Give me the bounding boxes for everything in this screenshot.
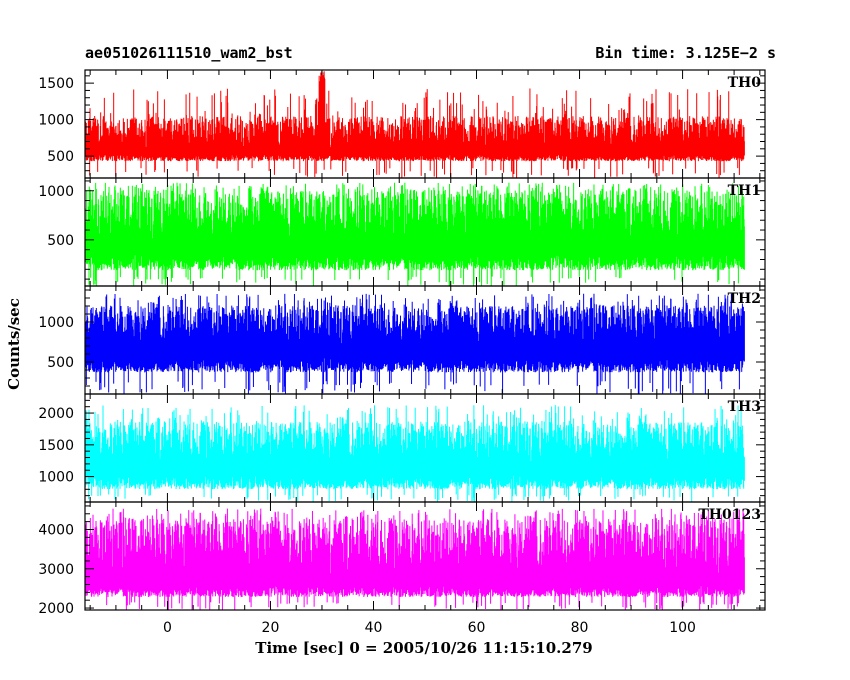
- bin-time-label: Bin time: 3.125E−2 s: [595, 44, 776, 62]
- panel-th1: TH1 500 1000: [38, 177, 766, 287]
- panel-label-th1: TH1: [728, 183, 761, 199]
- panel-label-th0: TH0: [728, 75, 762, 91]
- y-tick-label: 1000: [38, 113, 74, 129]
- x-tick-label: 40: [365, 620, 383, 636]
- series-th1: [84, 182, 745, 286]
- y-tick-label: 1000: [38, 470, 74, 486]
- y-tick-label: 1000: [38, 184, 74, 200]
- y-tick-label: 3000: [38, 562, 74, 578]
- panel-label-th3: TH3: [728, 399, 761, 415]
- y-tick-label: 500: [47, 355, 74, 371]
- series-th3: [84, 405, 745, 502]
- y-tick-label: 2000: [38, 406, 74, 422]
- series-th0: [84, 71, 745, 178]
- x-tick-label: 0: [163, 620, 172, 636]
- x-tick-label: 60: [468, 620, 486, 636]
- y-tick-label: 1000: [38, 315, 74, 331]
- panel-th0: TH0 500 1000 1500: [38, 69, 766, 179]
- chart-title: ae051026111510_wam2_bst: [85, 44, 293, 62]
- panel-th0123: TH0123 2000 3000 4000: [38, 501, 766, 617]
- y-tick-label: 500: [47, 149, 74, 165]
- x-tick-label: 80: [571, 620, 589, 636]
- x-axis-label: Time [sec] 0 = 2005/10/26 11:15:10.279: [255, 639, 593, 657]
- y-tick-label: 1500: [38, 76, 74, 92]
- x-tick-label: 100: [669, 620, 696, 636]
- x-tick-label: 20: [262, 620, 280, 636]
- series-th2: [84, 293, 745, 394]
- panel-label-th2: TH2: [728, 291, 761, 307]
- y-tick-label: 500: [47, 233, 74, 249]
- y-tick-label: 1500: [38, 438, 74, 454]
- y-tick-label: 4000: [38, 522, 74, 538]
- series-th0123: [84, 508, 745, 610]
- panel-label-th0123: TH0123: [698, 507, 761, 523]
- panel-th2: TH2 500 1000: [38, 285, 766, 395]
- y-tick-label: 2000: [38, 601, 74, 617]
- panel-th3: TH3 1000 1500 2000: [38, 393, 766, 503]
